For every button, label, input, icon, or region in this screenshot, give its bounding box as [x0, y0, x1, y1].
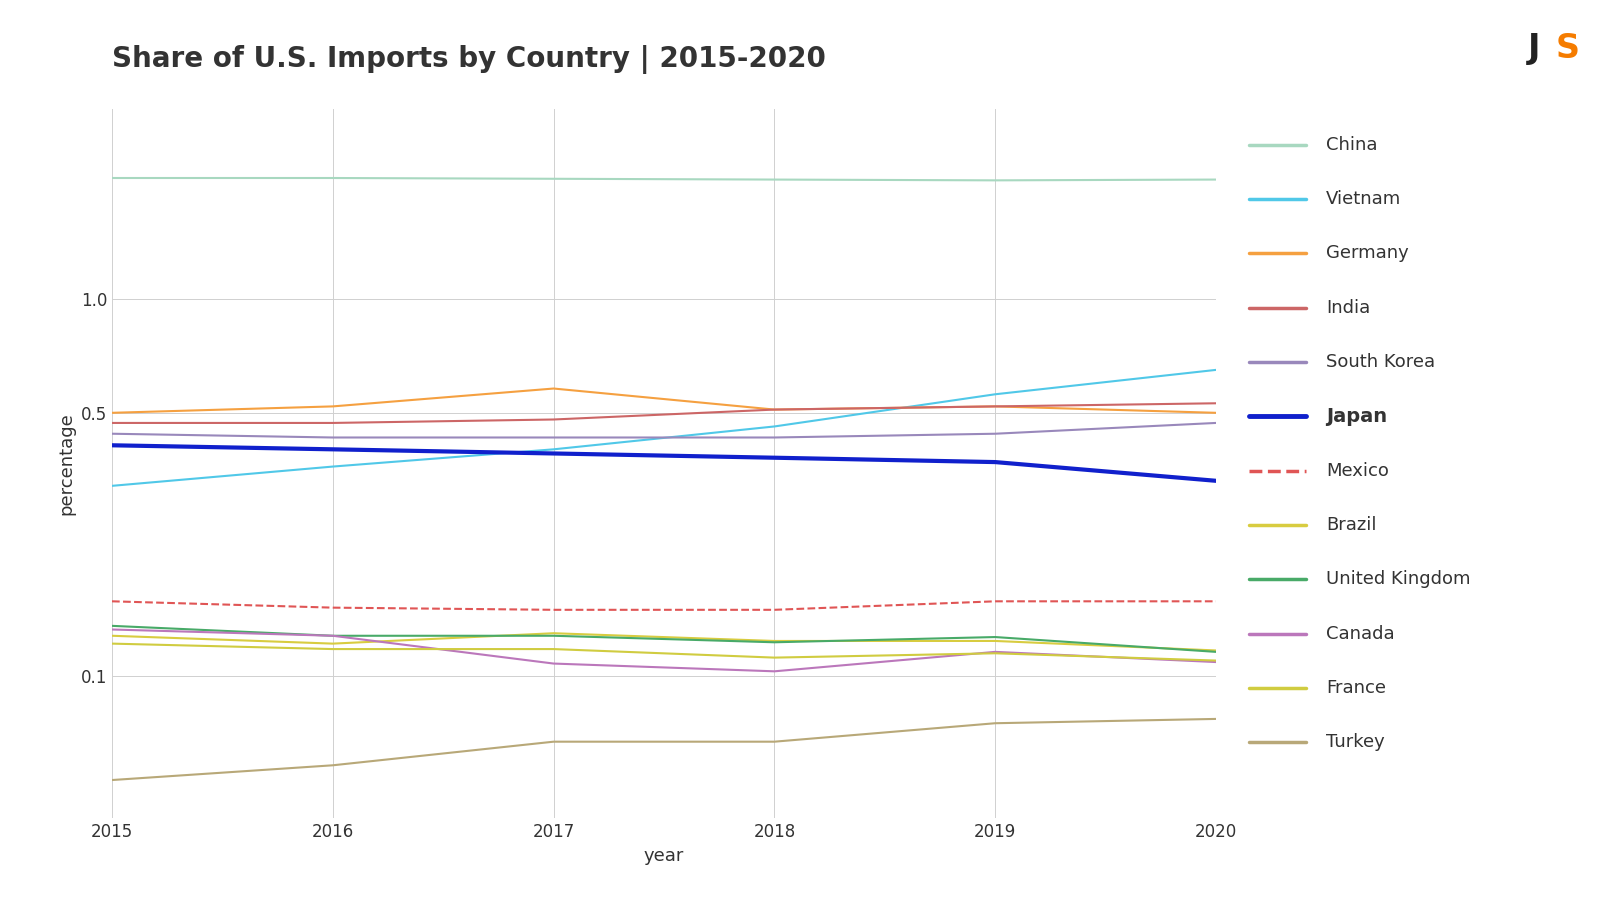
Text: India: India: [1326, 298, 1370, 316]
X-axis label: year: year: [643, 846, 685, 864]
Text: J: J: [1528, 32, 1541, 65]
Text: Vietnam: Vietnam: [1326, 190, 1402, 208]
Text: S: S: [1555, 32, 1579, 65]
Text: Germany: Germany: [1326, 245, 1410, 263]
Text: Canada: Canada: [1326, 624, 1395, 643]
Text: China: China: [1326, 135, 1378, 154]
Text: United Kingdom: United Kingdom: [1326, 570, 1470, 588]
Text: Mexico: Mexico: [1326, 462, 1389, 480]
Text: France: France: [1326, 679, 1386, 697]
Text: Japan: Japan: [1326, 407, 1387, 425]
Text: Turkey: Turkey: [1326, 734, 1386, 752]
Text: Share of U.S. Imports by Country | 2015-2020: Share of U.S. Imports by Country | 2015-…: [112, 45, 826, 75]
Text: South Korea: South Korea: [1326, 353, 1435, 371]
Text: Brazil: Brazil: [1326, 516, 1376, 534]
Y-axis label: percentage: percentage: [58, 412, 75, 515]
